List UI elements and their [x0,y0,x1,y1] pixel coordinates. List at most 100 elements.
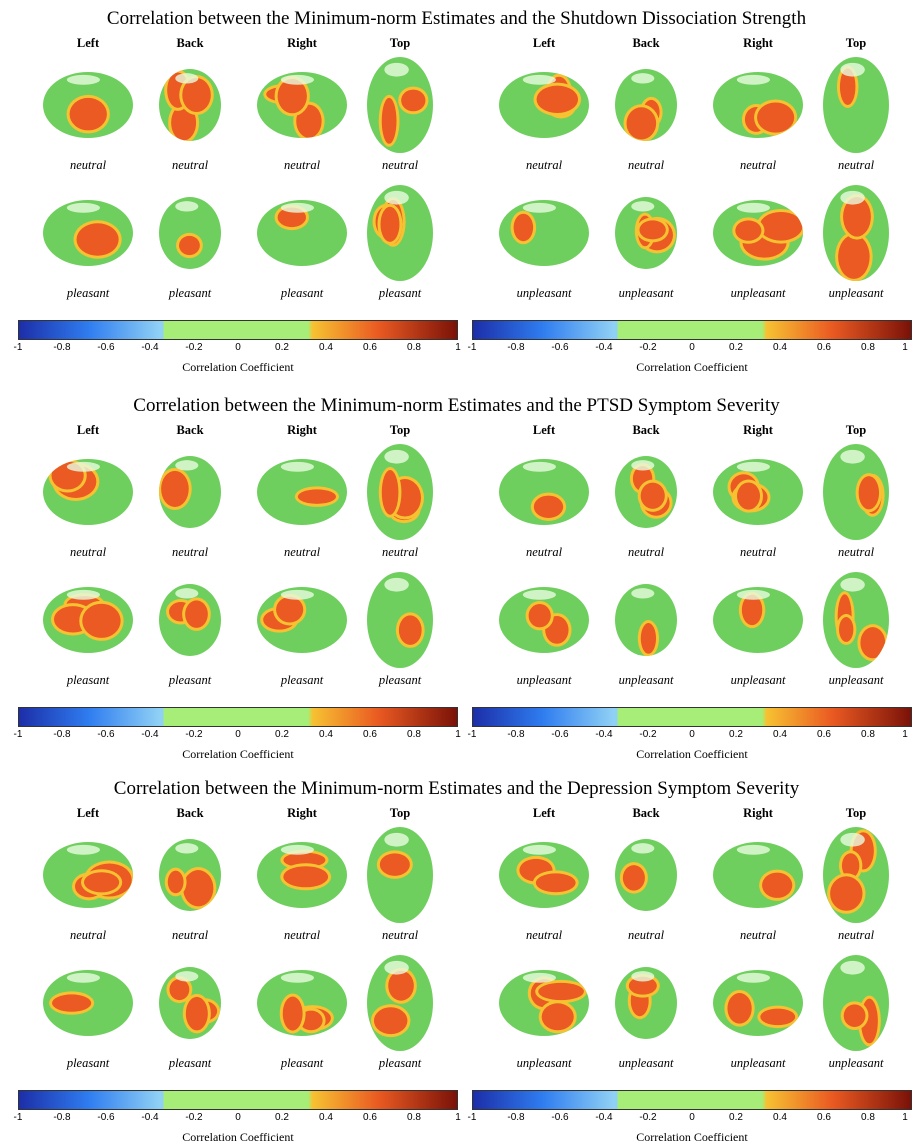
brain-cell [140,455,240,529]
brain-map-right [713,842,803,908]
condition-label: neutral [283,545,321,559]
colorbar-tick-label: -0.6 [97,1112,115,1123]
colorbar [472,320,912,340]
colorbar-tick-label: -0.6 [551,729,569,740]
colorbar-tick-label: -0.8 [53,342,71,353]
brain-map-right [257,459,347,525]
colorbar-tick-label: -0.8 [53,729,71,740]
section-3: Correlation between the Minimum-norm Est… [0,778,913,1148]
colorbar-tick-label: -0.6 [551,342,569,353]
colorbar-label: Correlation Coefficient [182,360,294,374]
colorbar-tick-label: -0.2 [639,1112,657,1123]
brain-map-right [257,200,347,266]
colorbar-tick-label: -1 [467,729,477,740]
brain-cell [708,457,808,527]
view-header-top: Top [845,423,867,437]
panel-left: Left Back Right Top neutral neutral neutral neu… [0,778,461,1148]
brain-map-left [499,587,589,653]
colorbar-tick-label: -0.6 [97,729,115,740]
brain-cell [806,571,906,669]
section-title: Correlation between the Minimum-norm Est… [113,778,800,799]
colorbar-tick-label: 0.2 [729,1112,743,1123]
view-header-top: Top [845,36,867,50]
brain-cell [494,198,594,268]
colorbar-tick-label: 0.6 [817,342,831,353]
condition-label: pleasant [378,673,422,687]
condition-label: unpleasant [730,1056,786,1070]
brain-cell [708,70,808,140]
brain-cell [708,840,808,910]
brain-cell [38,70,138,140]
view-header-back: Back [632,423,660,437]
brain-map-back [615,456,677,528]
panel-right: Left Back Right Top neutral neutral neutral neu… [456,395,912,765]
condition-label: neutral [171,158,209,172]
condition-label: unpleasant [618,673,674,687]
colorbar-tick-label: -1 [13,342,23,353]
view-header-right: Right [287,36,317,50]
brain-map-back [615,584,677,656]
condition-label: unpleasant [618,286,674,300]
brain-map-back [615,69,677,141]
brain-map-top [367,444,433,540]
colorbar-tick-label: -0.2 [639,729,657,740]
brain-map-top [367,185,433,281]
colorbar [472,1090,912,1110]
panel-left: Left Back Right Top neutral neutral neutral neu… [0,395,461,765]
condition-label: neutral [739,545,777,559]
colorbar [18,1090,458,1110]
brain-map-top [823,572,889,668]
colorbar [18,320,458,340]
brain-map-right [257,842,347,908]
condition-label: neutral [283,158,321,172]
condition-label: pleasant [378,286,422,300]
condition-label: unpleasant [730,286,786,300]
brain-map-left [499,842,589,908]
brain-map-top [823,444,889,540]
view-header-right: Right [287,423,317,437]
condition-label: neutral [525,545,563,559]
brain-cell [252,457,352,527]
condition-label: neutral [837,158,875,172]
condition-label: neutral [69,928,107,942]
colorbar-tick-label: 0 [235,729,241,740]
colorbar-tick-label: 0.6 [363,1112,377,1123]
view-header-back: Back [176,806,204,820]
brain-map-top [823,185,889,281]
brain-map-back [159,197,221,269]
brain-map-right [257,587,347,653]
condition-label: unpleasant [828,673,884,687]
brain-cell [596,966,696,1040]
colorbar-tick-label: 0.2 [275,729,289,740]
view-header-left: Left [76,806,100,820]
colorbar-tick-label: 1 [455,342,461,353]
view-header-right: Right [743,806,773,820]
brain-cell [494,457,594,527]
condition-label: unpleasant [828,286,884,300]
colorbar-tick-label: 0.8 [407,729,421,740]
brain-map-left [43,459,133,525]
colorbar-tick-label: 0.8 [407,1112,421,1123]
brain-map-top [823,57,889,153]
colorbar-tick-label: 0 [235,342,241,353]
condition-label: neutral [69,545,107,559]
brain-map-back [159,69,221,141]
brain-cell [350,56,450,154]
condition-label: neutral [283,928,321,942]
condition-label: unpleasant [516,673,572,687]
colorbar-tick-label: -1 [13,729,23,740]
brain-cell [494,968,594,1038]
view-header-right: Right [743,36,773,50]
colorbar-tick-label: -0.4 [595,729,613,740]
condition-label: neutral [739,158,777,172]
condition-label: unpleasant [618,1056,674,1070]
brain-map-right [713,970,803,1036]
brain-cell [806,443,906,541]
colorbar-tick-label: -0.6 [97,342,115,353]
colorbar-tick-label: -0.4 [595,342,613,353]
brain-map-top [367,572,433,668]
brain-cell [350,571,450,669]
brain-cell [252,198,352,268]
brain-map-left [43,970,133,1036]
brain-cell [252,585,352,655]
